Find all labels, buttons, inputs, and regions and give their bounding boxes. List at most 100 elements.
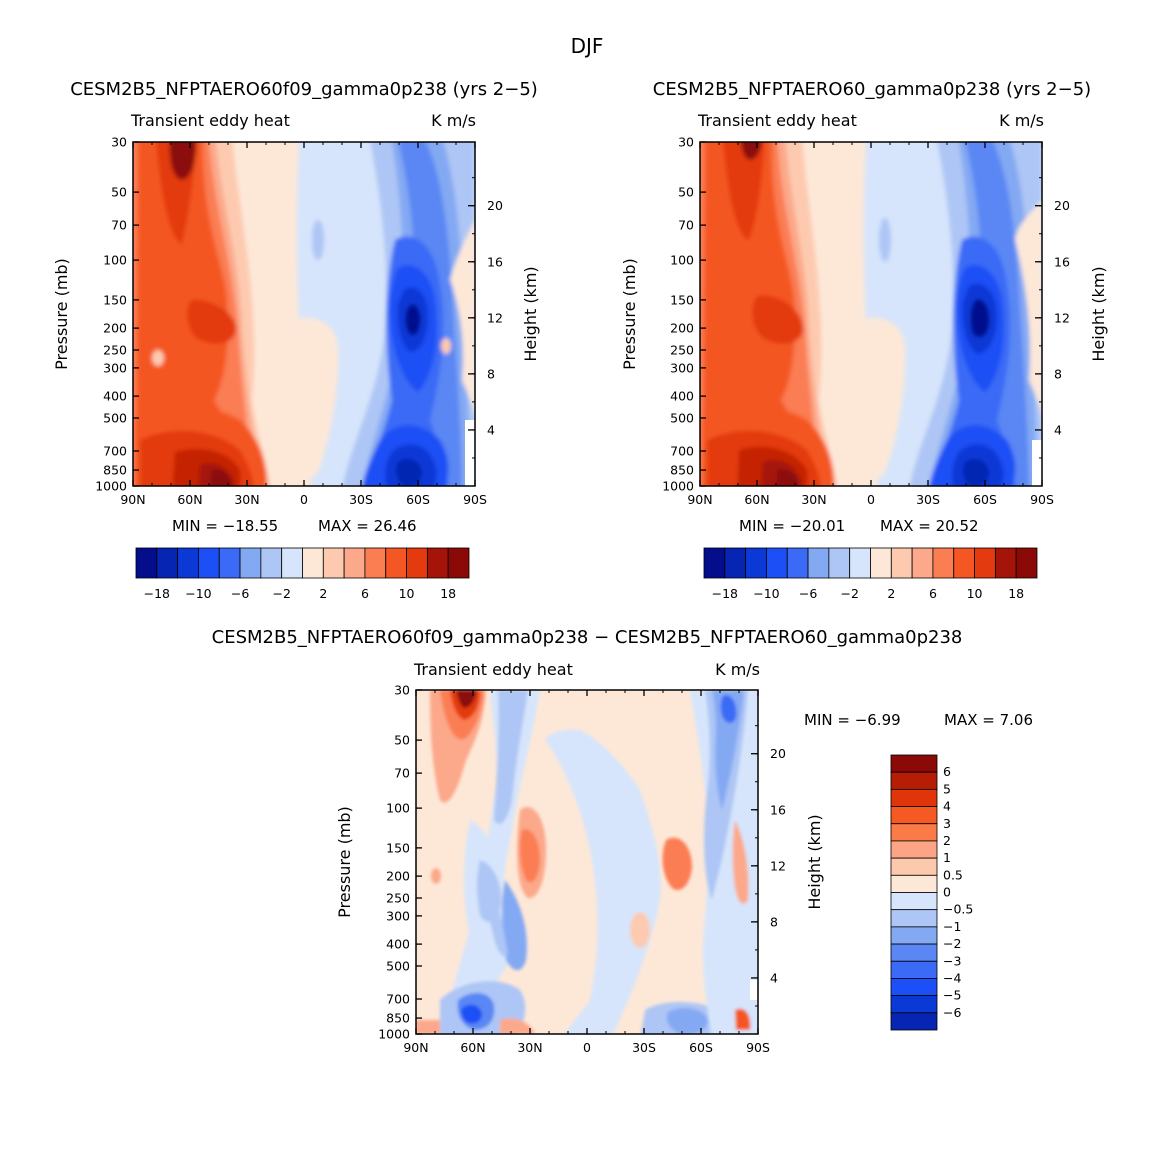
height-tick-label: 8 [1054, 366, 1062, 381]
y-tick-label: 1000 [378, 1027, 410, 1042]
x-tick-label: 0 [867, 492, 875, 507]
colorbar-label: −6 [943, 1005, 961, 1020]
colorbar-swatch [890, 978, 938, 997]
panel-a-title: CESM2B5_NFPTAERO60f09_gamma0p238 (yrs 2−… [70, 79, 538, 100]
colorbar-label: 6 [943, 764, 951, 779]
panel-a-axes: 90N 60N 30N 0 30S 60S 90S 30 50 70 100 150 200 250 300… [95, 135, 503, 508]
height-tick-label: 12 [487, 310, 503, 325]
y-tick-label: 70 [394, 766, 410, 781]
y-tick-label: 70 [678, 218, 694, 233]
colorbar-swatch [426, 547, 449, 579]
colorbar-swatch [177, 547, 199, 579]
x-tick-label: 60S [406, 492, 430, 507]
colorbar-label: −5 [943, 988, 961, 1003]
panel-c-max: MAX = 7.06 [944, 711, 1033, 729]
y-tick-label: 50 [111, 185, 127, 200]
colorbar-swatch [343, 547, 366, 579]
y-tick-label: 500 [670, 411, 694, 426]
y-tick-label: 50 [394, 733, 410, 748]
y-tick-label: 700 [670, 444, 694, 459]
colorbar-label: 6 [361, 586, 369, 601]
x-tick-label: 90N [120, 492, 145, 507]
colorbar-swatch [786, 547, 809, 579]
y-tick-label: 700 [103, 444, 127, 459]
colorbar-label: −2 [943, 936, 961, 951]
colorbar-swatch [890, 823, 938, 842]
colorbar-swatch [745, 547, 767, 579]
y-tick-label: 1000 [95, 479, 127, 494]
y-tick-label: 150 [103, 292, 127, 307]
panel-c-title: CESM2B5_NFPTAERO60f09_gamma0p238 − CESM2… [212, 627, 963, 648]
y-tick-label: 250 [670, 343, 694, 358]
height-tick-label: 20 [1054, 198, 1070, 213]
panel-a-ylabel: Pressure (mb) [52, 258, 71, 370]
colorbar-label: −6 [231, 586, 249, 601]
colorbar-swatch [218, 547, 241, 579]
colorbar-swatch [703, 547, 726, 579]
x-tick-label: 30N [801, 492, 826, 507]
panel-b-contour-field [700, 142, 1042, 486]
colorbar-swatch [994, 547, 1017, 579]
y-tick-label: 30 [111, 135, 127, 150]
colorbar-label: 0.5 [943, 867, 963, 882]
colorbar-swatch [447, 547, 470, 579]
colorbar-swatch [890, 857, 938, 876]
colorbar-swatch [766, 547, 788, 579]
x-tick-label: 30S [916, 492, 940, 507]
panel-c-min: MIN = −6.99 [804, 711, 901, 729]
colorbar-label: −1 [943, 919, 961, 934]
panel-b: CESM2B5_NFPTAERO60_gamma0p238 (yrs 2−5) … [620, 79, 1108, 601]
colorbar-swatch [932, 547, 955, 579]
y-tick-label: 200 [670, 321, 694, 336]
y-tick-label: 300 [670, 360, 694, 375]
y-tick-label: 850 [386, 1011, 410, 1026]
colorbar-swatch [406, 547, 428, 579]
colorbar-swatch [807, 547, 830, 579]
height-tick-label: 12 [1054, 310, 1070, 325]
panel-c-colorbar: 6 5 4 3 2 1 0.5 0 −0.5 −1 −2 −3 −4 −5 −6 [890, 754, 973, 1031]
x-tick-label: 60S [689, 1040, 713, 1055]
height-tick-label: 16 [770, 802, 786, 817]
colorbar-label: −6 [799, 586, 817, 601]
x-tick-label: 0 [583, 1040, 591, 1055]
colorbar-label: −10 [185, 586, 211, 601]
height-tick-label: 4 [770, 970, 778, 985]
colorbar-swatch [724, 547, 747, 579]
x-tick-label: 90S [463, 492, 487, 507]
colorbar-swatch [156, 547, 179, 579]
x-tick-label: 30N [234, 492, 259, 507]
x-tick-label: 90S [746, 1040, 770, 1055]
y-tick-label: 200 [386, 869, 410, 884]
y-tick-label: 100 [670, 253, 694, 268]
colorbar-swatch [828, 547, 851, 579]
y-tick-label: 30 [678, 135, 694, 150]
panel-c-ylabel-right: Height (km) [805, 814, 824, 909]
height-tick-label: 8 [487, 366, 495, 381]
x-tick-label: 90N [687, 492, 712, 507]
panel-c-axes: 90N 60N 30N 0 30S 60S 90S 30 50 70 100 150 200 250 300… [378, 683, 786, 1056]
panel-a-colorbar: −18 −10 −6 −2 2 6 10 18 [135, 547, 470, 601]
colorbar-swatch [890, 547, 913, 579]
panel-b-max: MAX = 20.52 [880, 517, 979, 535]
height-tick-label: 20 [770, 746, 786, 761]
colorbar-label: 0 [943, 885, 951, 900]
x-tick-label: 90N [403, 1040, 428, 1055]
colorbar-swatch [890, 771, 938, 790]
colorbar-swatch [890, 874, 938, 893]
colorbar-swatch [890, 840, 938, 859]
panel-a-ylabel-right: Height (km) [521, 266, 540, 361]
colorbar-swatch [890, 943, 938, 962]
colorbar-label: 3 [943, 816, 951, 831]
colorbar-label: 2 [319, 586, 327, 601]
colorbar-swatch [239, 547, 262, 579]
y-tick-label: 300 [386, 908, 410, 923]
y-tick-label: 400 [670, 389, 694, 404]
panel-a-min: MIN = −18.55 [172, 517, 278, 535]
panel-c: CESM2B5_NFPTAERO60f09_gamma0p238 − CESM2… [212, 627, 1033, 1055]
y-tick-label: 250 [386, 891, 410, 906]
colorbar-label: 18 [1008, 586, 1024, 601]
colorbar-label: −4 [943, 970, 961, 985]
height-tick-label: 4 [487, 422, 495, 437]
y-tick-label: 100 [386, 801, 410, 816]
x-tick-label: 60N [177, 492, 202, 507]
